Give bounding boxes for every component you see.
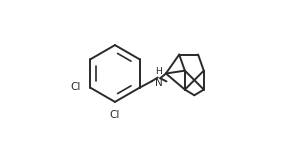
Text: H: H <box>155 67 162 76</box>
Text: Cl: Cl <box>109 110 119 120</box>
Text: N: N <box>155 78 162 88</box>
Text: Cl: Cl <box>71 82 81 92</box>
